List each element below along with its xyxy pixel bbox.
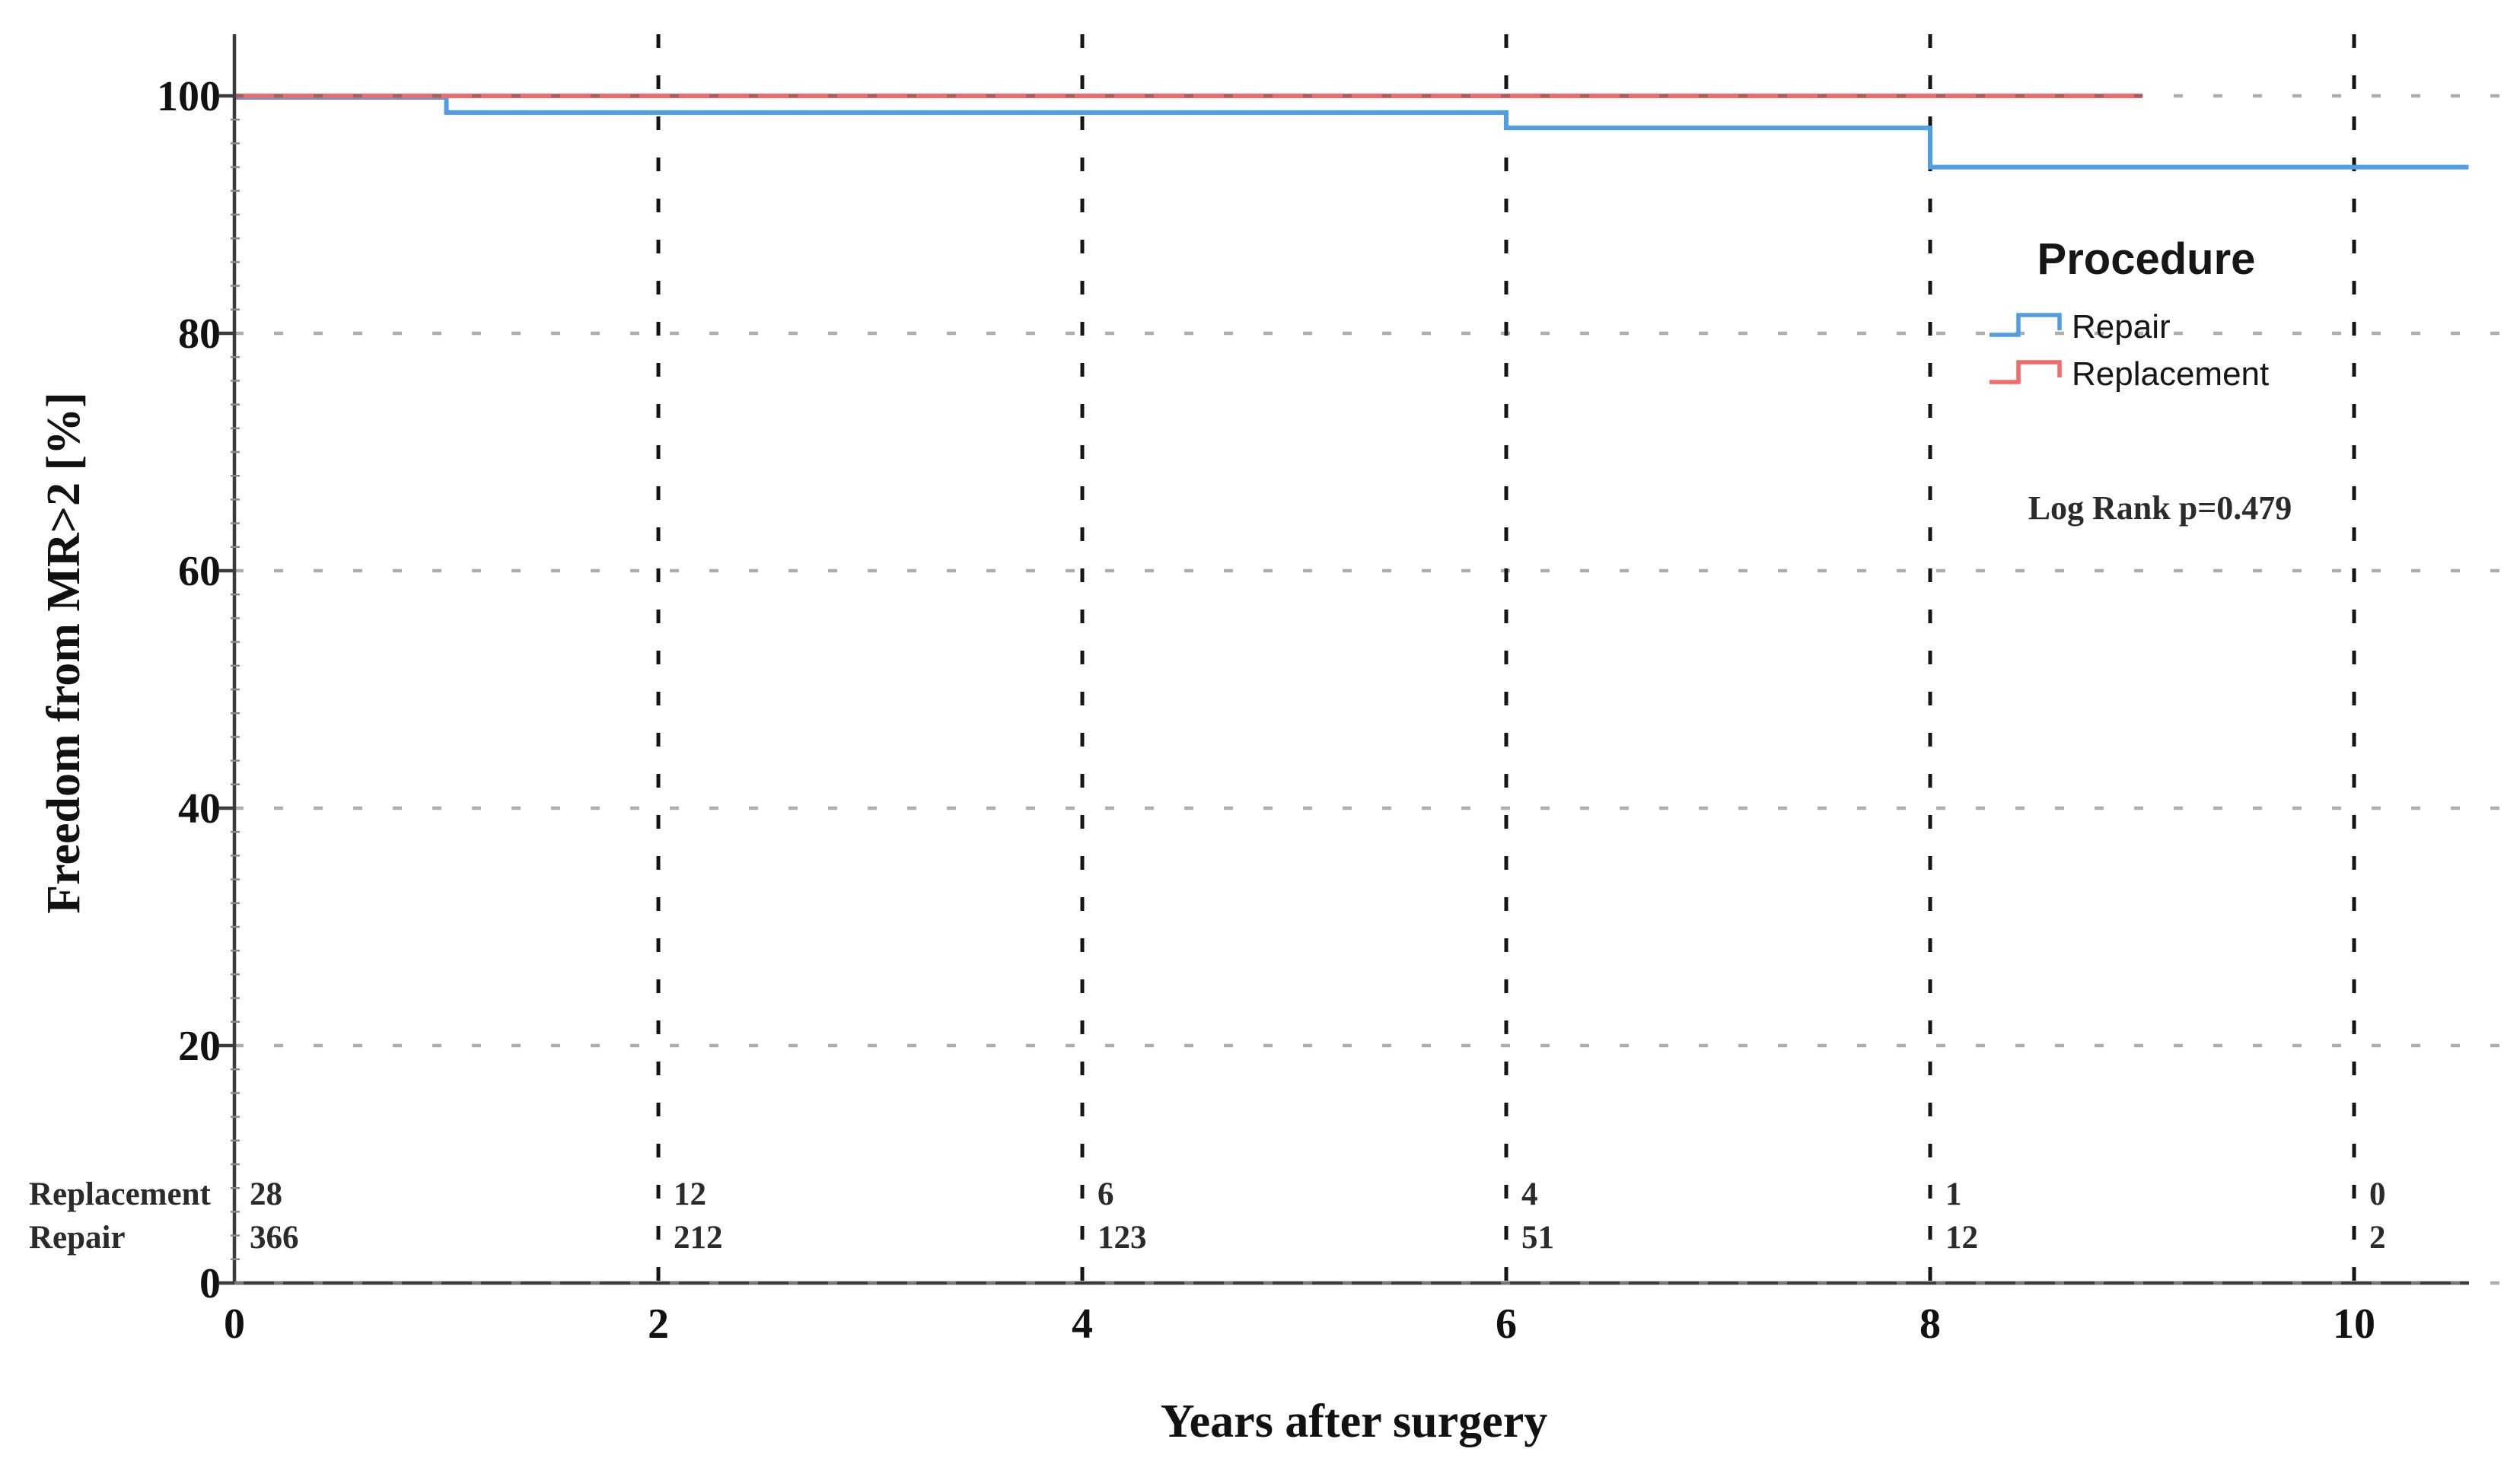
- legend-entry-replacement: Replacement: [1990, 355, 2269, 393]
- risk-count: 0: [2369, 1176, 2386, 1212]
- risk-count: 6: [1098, 1176, 1114, 1212]
- x-tick-label: 6: [1496, 1300, 1517, 1348]
- risk-count: 123: [1098, 1220, 1147, 1256]
- replacement-step-icon: [1990, 360, 2062, 384]
- x-tick-label: 10: [2333, 1300, 2375, 1348]
- legend-label-replacement: Replacement: [2072, 355, 2269, 393]
- x-tick-label: 4: [1072, 1300, 1093, 1348]
- risk-count: 51: [1521, 1220, 1554, 1256]
- x-tick-label: 0: [224, 1300, 245, 1348]
- risk-count: 212: [674, 1220, 723, 1256]
- x-tick-label: 8: [1919, 1300, 1941, 1348]
- risk-count: 1: [1945, 1176, 1962, 1212]
- y-tick-label: 80: [178, 310, 221, 358]
- y-tick-label: 20: [178, 1023, 221, 1070]
- repair-step-icon: [1990, 313, 2062, 337]
- risk-row-label: Repair: [29, 1220, 126, 1256]
- axes: [219, 34, 2469, 1285]
- tick-labels: 0 20 40 60 80 100 0 2 4 6 8 10: [157, 73, 2375, 1348]
- gridline-overlay: [234, 94, 2469, 1285]
- survival-curves: [234, 94, 2469, 170]
- x-tick-label: 2: [648, 1300, 669, 1348]
- legend-label-repair: Repair: [2072, 308, 2171, 345]
- gridlines: [234, 34, 2506, 1285]
- y-tick-label: 60: [178, 548, 221, 595]
- number-at-risk-table: Replacement 28 12 6 4 1 0 Repair 366 212 123 51 12 2: [29, 1176, 2386, 1256]
- log-rank-annotation: Log Rank p=0.479: [2028, 489, 2292, 527]
- risk-count: 4: [1521, 1176, 1538, 1212]
- risk-count: 366: [250, 1220, 299, 1256]
- y-tick-label: 0: [199, 1260, 221, 1307]
- x-axis-title: Years after surgery: [1161, 1396, 1547, 1447]
- risk-row-label: Replacement: [29, 1176, 211, 1212]
- survival-curve-repair: [234, 95, 2469, 170]
- risk-count: 12: [1945, 1220, 1978, 1256]
- legend-entry-repair: Repair: [1990, 308, 2171, 345]
- risk-count: 2: [2369, 1220, 2386, 1256]
- y-axis-title: Freedom from MR>2 [%]: [38, 392, 90, 914]
- y-tick-label: 40: [178, 785, 221, 833]
- legend: Procedure Repair Replacement: [1990, 234, 2269, 393]
- risk-count: 28: [250, 1176, 282, 1212]
- y-tick-label: 100: [157, 73, 221, 120]
- risk-count: 12: [674, 1176, 706, 1212]
- legend-title: Procedure: [2037, 234, 2256, 284]
